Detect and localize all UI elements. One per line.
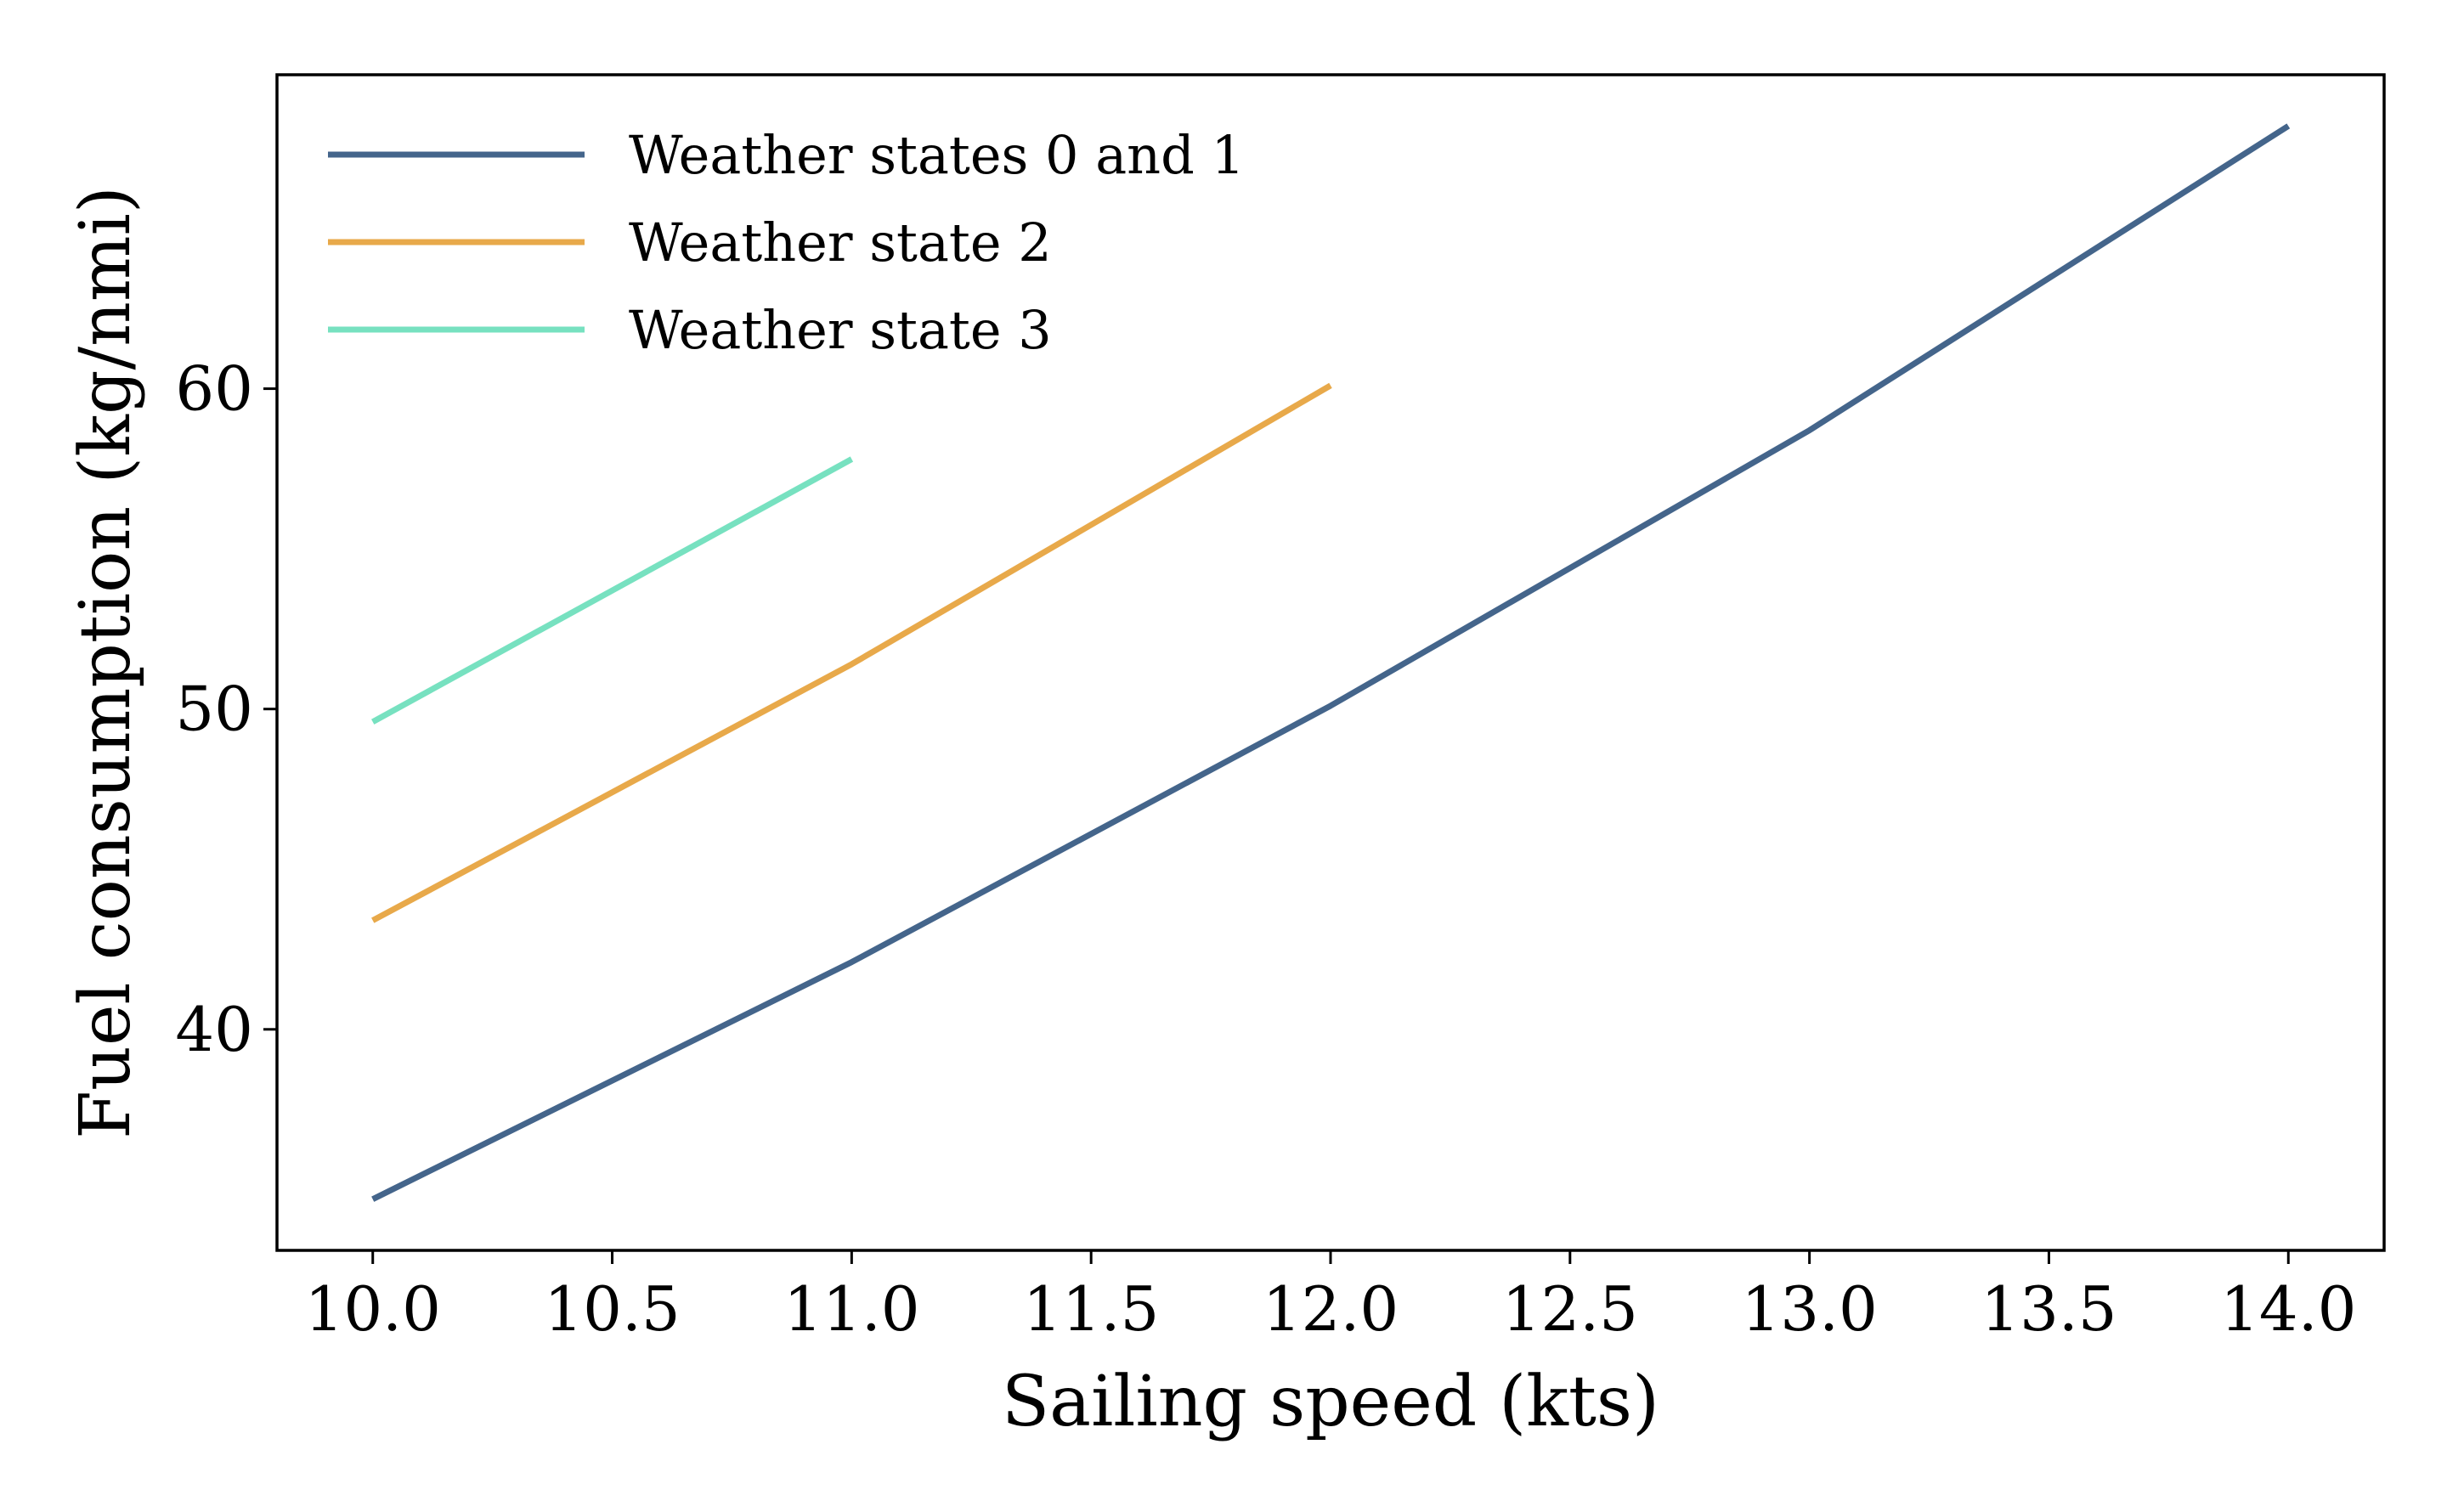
x-axis-ticks: 10.0 10.5 11.0 11.5 12.0 12.5 13.0 13.5 14.0 xyxy=(305,1250,2356,1345)
legend-label-1: Weather states 0 and 1 xyxy=(629,124,1245,186)
x-tick-label: 12.0 xyxy=(1263,1273,1399,1345)
y-axis-ticks: 40 50 60 xyxy=(175,353,277,1065)
legend-label-3: Weather state 3 xyxy=(629,299,1052,361)
legend-label-2: Weather state 2 xyxy=(629,212,1052,274)
plot-area-frame xyxy=(275,73,2386,1252)
x-tick-label: 12.5 xyxy=(1502,1273,1638,1345)
x-axis-label: Sailing speed (kts) xyxy=(1002,1362,1659,1442)
y-axis-label: Fuel consumption (kg/nmi) xyxy=(65,186,146,1139)
x-tick-label: 11.5 xyxy=(1023,1273,1159,1345)
x-tick-label: 10.5 xyxy=(544,1273,680,1345)
x-tick-label: 10.0 xyxy=(305,1273,441,1345)
series-lines xyxy=(371,123,2291,1202)
y-tick-label: 50 xyxy=(175,674,253,745)
y-tick-label: 40 xyxy=(175,994,253,1065)
legend: Weather states 0 and 1 Weather state 2 Wea… xyxy=(328,124,1245,361)
x-tick-label: 11.0 xyxy=(783,1273,919,1345)
y-tick-label: 60 xyxy=(175,353,253,425)
series-line-3 xyxy=(371,456,854,725)
series-line-1 xyxy=(371,123,2291,1202)
x-tick-label: 13.5 xyxy=(1981,1273,2116,1345)
x-tick-label: 14.0 xyxy=(2220,1273,2356,1345)
series-line-2 xyxy=(371,382,1332,923)
x-tick-label: 13.0 xyxy=(1741,1273,1877,1345)
